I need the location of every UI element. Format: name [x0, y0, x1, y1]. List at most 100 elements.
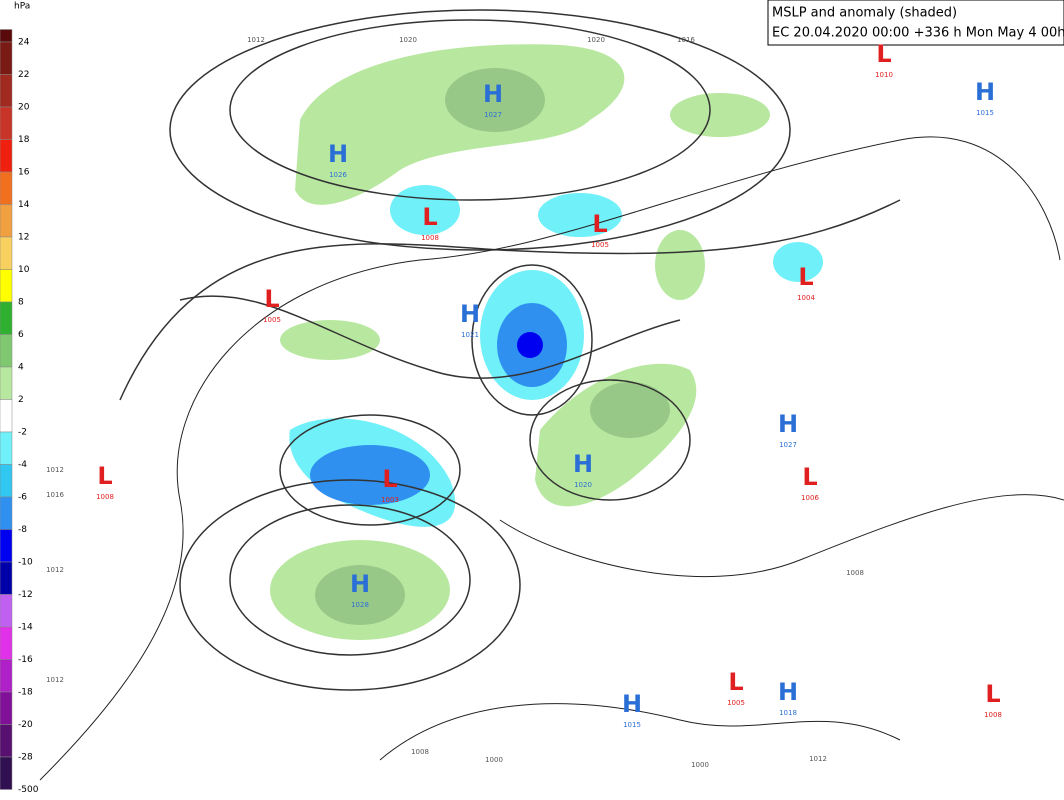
- legend-label: -18: [18, 688, 33, 698]
- legend: hPa 24 22 20 18 16 14 12 10 8 6 4 2 -2 -4 -6 -8 -10 -12 -1…: [0, 2, 39, 795]
- legend-label: 24: [18, 38, 30, 48]
- pressure-center-letter: H: [460, 300, 480, 328]
- isobar-label: 1000: [485, 756, 503, 764]
- pressure-center-letter: L: [382, 465, 397, 493]
- pressure-center-value: 1010: [875, 71, 893, 79]
- legend-swatch: [0, 724, 13, 758]
- pressure-center-letter: L: [264, 285, 279, 313]
- pressure-center-letter: H: [573, 450, 593, 478]
- legend-swatch: [0, 561, 13, 595]
- pressure-center-value: 1008: [96, 493, 114, 501]
- pressure-center-value: 1021: [461, 331, 479, 339]
- pressure-center-letter: L: [97, 462, 112, 490]
- legend-label: 20: [18, 103, 30, 113]
- legend-swatch: [0, 139, 13, 173]
- coastlines: [39, 136, 1064, 781]
- legend-label: 22: [18, 70, 29, 80]
- pressure-center-value: 1018: [779, 709, 797, 717]
- pressure-center-letter: H: [778, 678, 798, 706]
- header-box: [767, 0, 1064, 46]
- legend-swatch: [0, 464, 13, 498]
- legend-swatch: [0, 29, 13, 43]
- legend-swatch: [0, 496, 13, 530]
- legend-label: -16: [18, 655, 33, 665]
- pressure-center-letter: H: [483, 80, 503, 108]
- legend-label: 16: [18, 168, 30, 178]
- isobar-label: 1020: [399, 36, 417, 44]
- pressure-center-value: 1027: [484, 111, 502, 119]
- pressure-center-value: 1004: [797, 294, 815, 302]
- isobar-label: 1012: [247, 36, 265, 44]
- isobar-label: 1016: [677, 36, 695, 44]
- legend-swatch: [0, 366, 13, 400]
- pressure-center-letter: H: [778, 410, 798, 438]
- legend-label: -14: [18, 623, 33, 633]
- legend-swatch: [0, 334, 13, 368]
- pressure-center-letter: L: [798, 263, 813, 291]
- legend-swatch: [0, 106, 13, 140]
- legend-swatch: [0, 626, 13, 660]
- legend-label: 8: [18, 298, 24, 308]
- legend-label: -12: [18, 590, 33, 600]
- legend-swatch: [0, 659, 13, 693]
- legend-label: 12: [18, 233, 29, 243]
- legend-label: -10: [18, 558, 33, 568]
- legend-swatch: [0, 691, 13, 725]
- header-subtitle: EC 20.04.2020 00:00 +336 h Mon May 4 00h…: [772, 26, 1064, 41]
- anomaly-shading: [270, 44, 823, 640]
- isobar-label: 1008: [846, 569, 864, 577]
- legend-label: -500: [18, 785, 39, 795]
- pressure-center-value: 1015: [976, 109, 994, 117]
- legend-swatch: [0, 171, 13, 205]
- pressure-center-letter: H: [622, 690, 642, 718]
- legend-swatch: [0, 269, 13, 303]
- pressure-center-value: 1005: [591, 241, 609, 249]
- legend-swatch: [0, 594, 13, 628]
- pressure-center-letter: H: [975, 78, 995, 106]
- pressure-center-value: 1028: [351, 601, 369, 609]
- legend-swatch: [0, 74, 13, 108]
- legend-label: -28: [18, 753, 33, 763]
- legend-label: 6: [18, 330, 24, 340]
- legend-swatch: [0, 41, 13, 75]
- pressure-center-value: 1003: [381, 496, 399, 504]
- pressure-center-value: 1008: [421, 234, 439, 242]
- pressure-center-letter: L: [876, 40, 891, 68]
- isobar-label: 1012: [46, 676, 64, 684]
- legend-swatch: [0, 236, 13, 270]
- legend-swatch: [0, 399, 13, 433]
- isobar-label: 1016: [46, 491, 64, 499]
- legend-label: 2: [18, 395, 24, 405]
- legend-label: -20: [18, 720, 33, 730]
- header-title: MSLP and anomaly (shaded): [772, 6, 957, 21]
- legend-label: 18: [18, 135, 30, 145]
- pressure-center-value: 1015: [623, 721, 641, 729]
- legend-label: 10: [18, 265, 30, 275]
- pressure-center-letter: L: [422, 203, 437, 231]
- pressure-center-letter: L: [802, 463, 817, 491]
- isobar-label: 1020: [587, 36, 605, 44]
- isobar-label: 1012: [809, 755, 827, 763]
- pressure-center-value: 1008: [984, 711, 1002, 719]
- legend-label: -4: [18, 460, 27, 470]
- isobar-label: 1000: [691, 761, 709, 769]
- isobar-label: 1012: [46, 466, 64, 474]
- legend-label: -6: [18, 493, 27, 503]
- pressure-center-letter: H: [350, 570, 370, 598]
- pressure-center-letter: L: [592, 210, 607, 238]
- pressure-center-letter: H: [328, 140, 348, 168]
- pressure-center-value: 1006: [801, 494, 819, 502]
- legend-swatch: [0, 431, 13, 465]
- legend-label: 14: [18, 200, 30, 210]
- isobar-label: 1012: [46, 566, 64, 574]
- pressure-center-value: 1027: [779, 441, 797, 449]
- pressure-center-letter: L: [728, 668, 743, 696]
- legend-label: -2: [18, 428, 27, 438]
- pressure-center-value: 1026: [329, 171, 347, 179]
- legend-swatch: [0, 529, 13, 563]
- isobars: [119, 9, 901, 691]
- legend-swatch: [0, 756, 13, 790]
- legend-swatch: [0, 204, 13, 238]
- pressure-center-value: 1005: [727, 699, 745, 707]
